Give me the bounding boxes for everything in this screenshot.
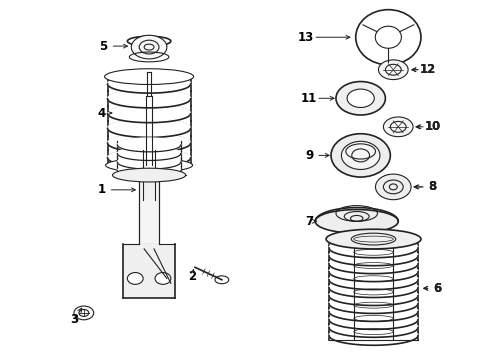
Polygon shape [328, 270, 417, 289]
Text: 11: 11 [301, 92, 317, 105]
Text: 6: 6 [433, 282, 441, 295]
Bar [143, 150, 155, 200]
Text: 2: 2 [188, 270, 196, 283]
Ellipse shape [105, 158, 192, 172]
Ellipse shape [131, 35, 166, 59]
Ellipse shape [325, 229, 420, 249]
Polygon shape [328, 278, 417, 297]
Polygon shape [117, 164, 181, 178]
Text: 7: 7 [305, 215, 313, 228]
Ellipse shape [378, 60, 407, 80]
Ellipse shape [315, 210, 397, 233]
Polygon shape [117, 147, 181, 161]
Ellipse shape [335, 82, 385, 115]
Text: 6: 6 [433, 282, 441, 295]
Polygon shape [107, 75, 190, 93]
Ellipse shape [112, 168, 185, 182]
Text: 3: 3 [70, 313, 78, 326]
Polygon shape [117, 155, 181, 169]
Polygon shape [107, 104, 190, 123]
Bar [139, 170, 159, 244]
Ellipse shape [104, 69, 193, 85]
Text: 9: 9 [305, 149, 313, 162]
Ellipse shape [375, 174, 410, 200]
Polygon shape [328, 294, 417, 314]
Text: 12: 12 [419, 63, 435, 76]
Ellipse shape [127, 273, 143, 284]
Polygon shape [117, 138, 181, 152]
Ellipse shape [330, 134, 389, 177]
Text: 10: 10 [424, 120, 440, 133]
Polygon shape [328, 302, 417, 321]
Text: 4: 4 [97, 107, 105, 120]
Polygon shape [328, 326, 417, 345]
Polygon shape [107, 149, 190, 167]
Polygon shape [328, 262, 417, 282]
Polygon shape [107, 90, 190, 108]
Polygon shape [328, 286, 417, 306]
Text: 5: 5 [99, 40, 107, 53]
Ellipse shape [346, 89, 373, 108]
Polygon shape [107, 134, 190, 152]
Text: 12: 12 [419, 63, 435, 76]
Polygon shape [328, 310, 417, 329]
Text: 8: 8 [428, 180, 436, 193]
Ellipse shape [341, 141, 379, 170]
Text: 13: 13 [298, 31, 314, 44]
Polygon shape [328, 238, 417, 258]
Text: 10: 10 [424, 120, 440, 133]
Polygon shape [328, 246, 417, 266]
Ellipse shape [383, 117, 412, 137]
Text: 1: 1 [98, 183, 105, 196]
Ellipse shape [155, 273, 170, 284]
Bar [123, 244, 174, 298]
Ellipse shape [74, 306, 94, 320]
Polygon shape [107, 119, 190, 138]
Polygon shape [328, 318, 417, 337]
Polygon shape [328, 254, 417, 274]
Text: 8: 8 [428, 180, 436, 193]
